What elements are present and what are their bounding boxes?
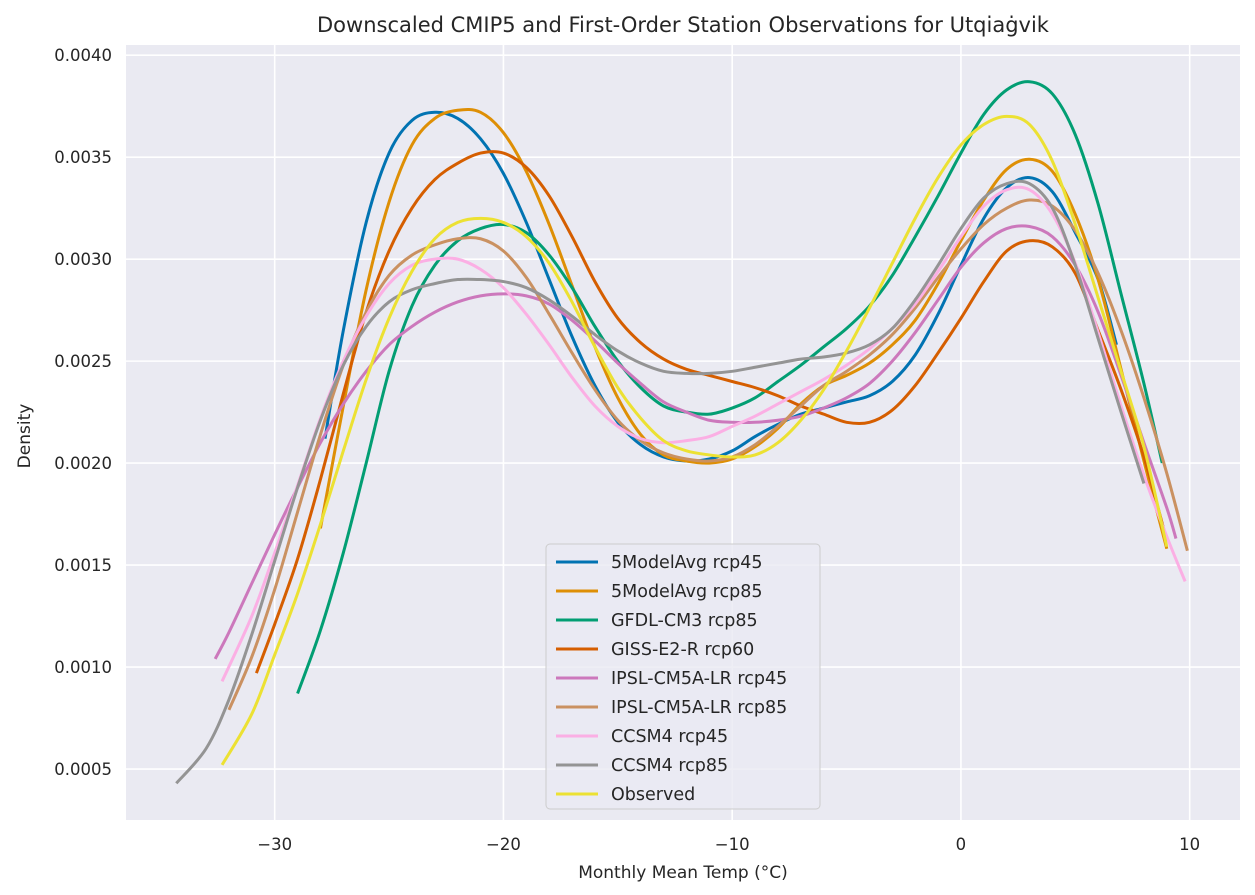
y-axis-ticks: 0.0005 0.0010 0.0015 0.0020 0.0025 0.0030 0.00…: [54, 46, 112, 779]
legend-label: 5ModelAvg rcp45: [611, 553, 762, 573]
legend-label: Observed: [611, 785, 695, 805]
series-line-ccsm4-rcp85: [175, 179, 1146, 785]
legend-label: 5ModelAvg rcp85: [611, 582, 762, 602]
chart-title: Downscaled CMIP5 and First-Order Station…: [317, 13, 1050, 37]
x-tick-label: −30: [257, 835, 292, 854]
series-line-gfdl-cm3-rcp85: [296, 80, 1164, 695]
y-tick-label: 0.0010: [54, 658, 112, 677]
y-tick-label: 0.0040: [54, 46, 112, 65]
y-tick-label: 0.0030: [54, 250, 112, 269]
y-tick-label: 0.0035: [54, 148, 112, 167]
series-line-ccsm4-rcp45: [220, 185, 1187, 682]
x-tick-label: 10: [1179, 835, 1200, 854]
y-tick-label: 0.0025: [54, 352, 112, 371]
legend: 5ModelAvg rcp45 5ModelAvg rcp85 GFDL-CM3 r…: [545, 543, 821, 810]
series-line-observed: [220, 114, 1169, 766]
legend-label: CCSM4 rcp45: [611, 727, 728, 747]
series-line-5modelavg-rcp45: [323, 110, 1118, 463]
legend-label: GISS-E2-R rcp60: [611, 640, 754, 660]
x-tick-label: 0: [956, 835, 967, 854]
y-axis-label: Density: [15, 404, 35, 469]
legend-label: GFDL-CM3 rcp85: [611, 611, 758, 631]
legend-label: IPSL-CM5A-LR rcp45: [611, 669, 787, 689]
x-axis-label: Monthly Mean Temp (°C): [578, 863, 788, 883]
series-line-ipsl-cm5a-lr-rcp85: [227, 198, 1189, 711]
y-tick-label: 0.0015: [54, 556, 112, 575]
y-tick-label: 0.0020: [54, 454, 112, 473]
x-tick-label: −10: [715, 835, 750, 854]
y-tick-label: 0.0005: [54, 760, 112, 779]
series-lines: [175, 80, 1189, 785]
legend-label: IPSL-CM5A-LR rcp85: [611, 698, 787, 718]
legend-frame: [545, 543, 821, 810]
x-axis-ticks: −30 −20 −10 0 10: [257, 835, 1200, 854]
legend-label: CCSM4 rcp85: [611, 756, 728, 776]
x-tick-label: −20: [486, 835, 521, 854]
